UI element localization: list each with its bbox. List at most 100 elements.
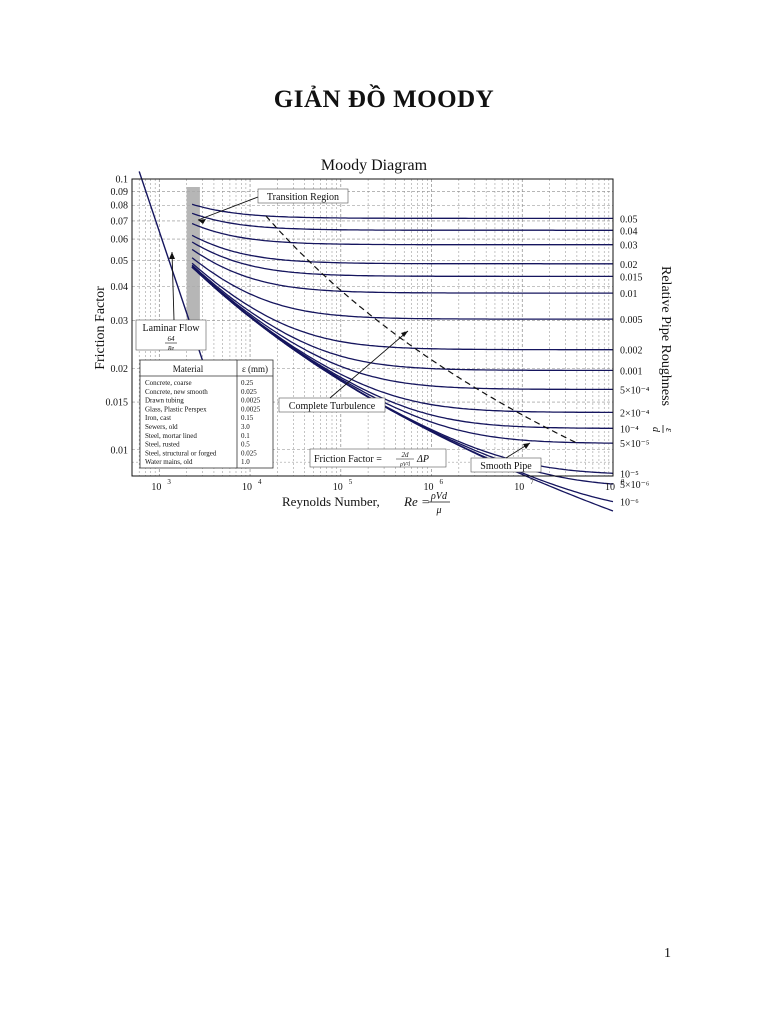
roughness-curve (191, 262, 613, 351)
roughness-label: 0.02 (620, 260, 638, 271)
roughness-label: 0.015 (620, 272, 643, 283)
y-tick-label: 0.01 (111, 445, 129, 456)
x-tick-label: 10 (424, 482, 434, 493)
roughness-curve (191, 264, 613, 372)
laminar-formula-denominator: Re (167, 346, 175, 352)
right-axis-label: Relative Pipe Roughness ε d (650, 266, 674, 433)
x-axis-label: Reynolds Number, Re = ρVd μ (282, 491, 450, 516)
material-roughness: 0.25 (241, 379, 254, 387)
x-tick-exponent: 5 (349, 478, 353, 486)
material-roughness: 0.1 (241, 432, 250, 440)
laminar-formula-numerator: 64 (168, 335, 176, 343)
material-name: Water mains, old (145, 458, 193, 466)
material-name: Sewers, old (145, 423, 178, 431)
document-title: GIẢN ĐỒ MOODY (273, 86, 495, 113)
y-axis-label: Friction Factor (93, 286, 108, 370)
material-roughness: 0.025 (241, 449, 257, 457)
x-tick-exponent: 3 (167, 478, 171, 486)
materials-table: Material ε (mm) Concrete, coarse 0.25 Conc… (139, 359, 274, 469)
x-tick-exponent: 4 (258, 478, 262, 486)
plot-frame (131, 178, 614, 477)
complete-turbulence-label: Complete Turbulence (289, 401, 376, 412)
transition-region-annotation: Transition Region (197, 188, 349, 224)
y-tick-label: 0.09 (111, 187, 129, 198)
x-tick-label: 10 (514, 482, 524, 493)
complete-turbulence-annotation: Complete Turbulence (278, 330, 409, 413)
transition-region-label: Transition Region (267, 192, 339, 203)
roughness-label: 10⁻⁴ (620, 424, 639, 435)
material-name: Concrete, coarse (145, 379, 192, 387)
roughness-label: 0.05 (620, 214, 638, 225)
laminar-flow-annotation: Laminar Flow 64 Re (135, 251, 207, 352)
y-tick-label: 0.06 (111, 235, 129, 246)
roughness-curve (191, 266, 614, 512)
svg-text:ρV²l: ρV²l (399, 462, 410, 468)
roughness-label: 10⁻⁵ (620, 469, 639, 480)
svg-text:Friction Factor =: Friction Factor = (314, 454, 382, 465)
svg-text:ΔP: ΔP (416, 454, 429, 465)
x-tick-exponent: 6 (440, 478, 444, 486)
chart-title: Moody Diagram (321, 157, 428, 174)
x-tick-label: 10 (333, 482, 343, 493)
material-roughness: 0.0025 (241, 397, 261, 405)
material-roughness: 0.15 (241, 414, 254, 422)
roughness-labels: 0.050.04 0.03 0.020.015 0.01 0.005 0.002 0.001… (620, 214, 650, 508)
smooth-pipe-label: Smooth Pipe (480, 461, 532, 472)
svg-text:Relative Pipe Roughness: Relative Pipe Roughness (658, 266, 673, 406)
roughness-label: 0.01 (620, 289, 638, 300)
roughness-label: 0.002 (620, 346, 643, 357)
material-roughness: 0.025 (241, 388, 257, 396)
transition-band (186, 187, 200, 325)
material-name: Glass, Plastic Perspex (145, 405, 207, 413)
materials-header-material: Material (173, 364, 204, 374)
material-name: Drawn tubing (145, 397, 184, 405)
svg-text:Re =: Re = (403, 494, 430, 509)
roughness-label: 5×10⁻⁶ (620, 480, 650, 491)
smooth-pipe-annotation: Smooth Pipe (470, 442, 542, 473)
roughness-label: 2×10⁻⁴ (620, 408, 650, 419)
x-tick-label: 10 (605, 482, 615, 493)
roughness-label: 0.005 (620, 315, 643, 326)
y-tick-label: 0.05 (111, 256, 129, 267)
roughness-curve (191, 257, 613, 320)
roughness-label: 5×10⁻⁵ (620, 439, 649, 450)
y-tick-label: 0.015 (106, 398, 129, 409)
roughness-label: 5×10⁻⁴ (620, 385, 650, 396)
y-tick-label: 0.02 (111, 364, 129, 375)
svg-text:Reynolds Number,: Reynolds Number, (282, 494, 380, 509)
svg-text:ρVd: ρVd (430, 491, 448, 502)
material-name: Steel, mortar lined (145, 432, 197, 440)
y-tick-label: 0.08 (111, 201, 129, 212)
material-name: Steel, rusted (145, 441, 180, 449)
svg-text:2d: 2d (402, 451, 410, 459)
materials-header-roughness: ε (mm) (242, 364, 268, 374)
material-name: Steel, structural or forged (145, 449, 217, 457)
y-tick-label: 0.03 (111, 316, 129, 327)
material-roughness: 0.0025 (241, 405, 261, 413)
friction-factor-formula: Friction Factor = 2d ρV²l ΔP (309, 448, 447, 468)
material-name: Iron, cast (145, 414, 171, 422)
complete-turbulence-line (265, 215, 577, 444)
y-tick-label: 0.07 (111, 216, 129, 227)
material-name: Concrete, new smooth (145, 388, 208, 396)
material-roughness: 0.5 (241, 441, 250, 449)
svg-text:d: d (650, 427, 661, 433)
page-number: 1 (664, 946, 671, 961)
x-tick-label: 10 (151, 482, 161, 493)
roughness-curve (191, 234, 613, 265)
axis-tick-labels: 0.10.090.080.070.060.050.040.030.020.015… (106, 175, 626, 494)
roughness-curve (191, 265, 613, 391)
roughness-curve (191, 241, 613, 278)
laminar-flow-label: Laminar Flow (143, 323, 201, 334)
material-roughness: 1.0 (241, 458, 250, 466)
roughness-label: 0.03 (620, 241, 638, 252)
roughness-curve (191, 203, 613, 220)
roughness-label: 0.001 (620, 366, 643, 377)
y-tick-label: 0.1 (116, 175, 129, 186)
roughness-curve (191, 222, 613, 246)
roughness-label: 10⁻⁶ (620, 498, 639, 509)
y-tick-label: 0.04 (111, 282, 129, 293)
svg-text:μ: μ (435, 505, 441, 516)
friction-curves (191, 203, 614, 512)
